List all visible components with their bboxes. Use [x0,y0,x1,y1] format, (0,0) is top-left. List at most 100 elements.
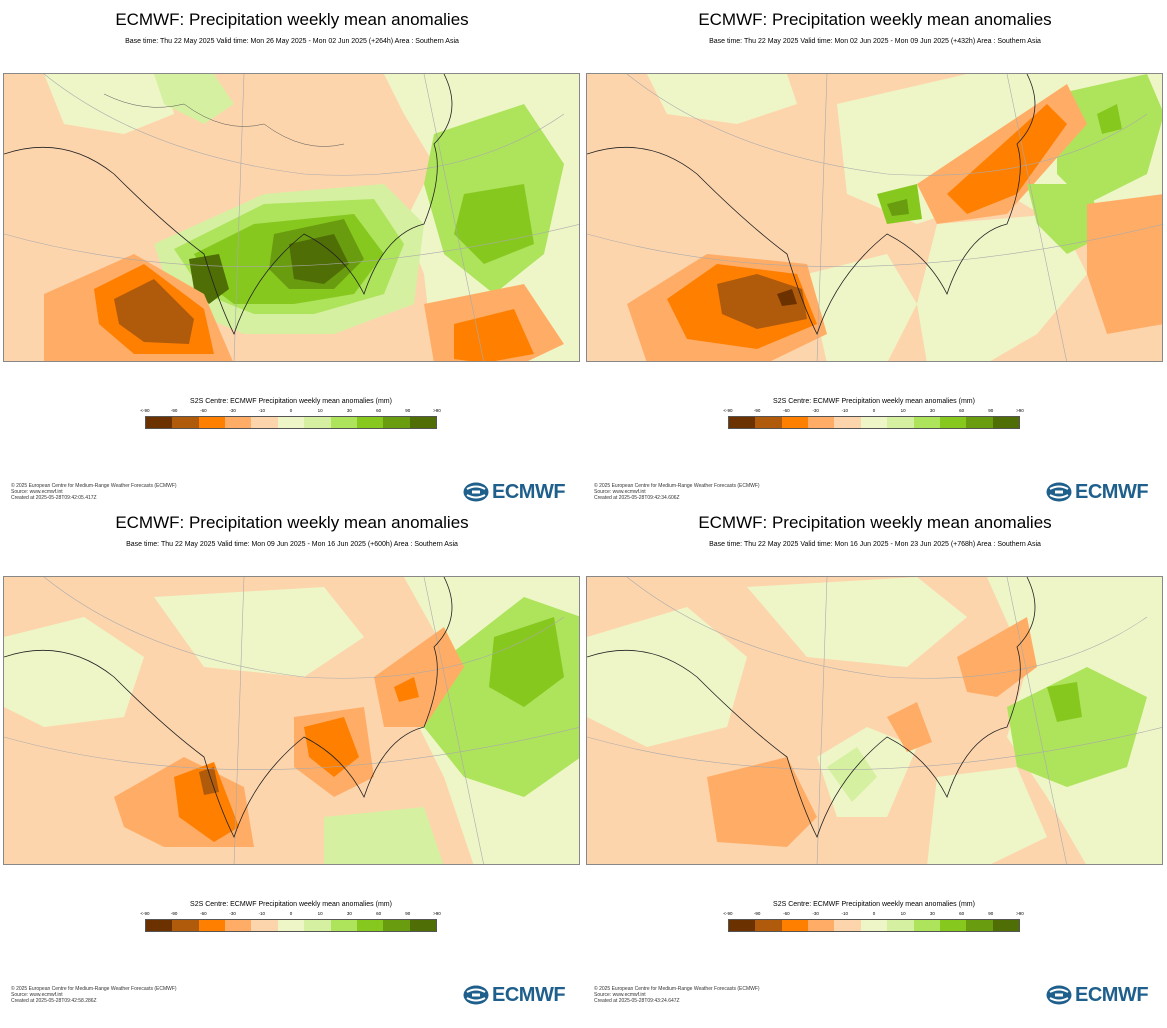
legend-colorbar [728,919,1020,932]
logo-text: ECMWF [1075,983,1149,1006]
legend-swatch-0 [146,920,173,931]
ecmwf-logo: ECMWF [463,480,566,503]
legend-title: S2S Centre: ECMWF Precipitation weekly m… [773,901,975,908]
legend-swatch-5 [277,920,305,931]
legend-swatch-8 [356,920,384,931]
legend-swatch-2 [781,417,809,428]
legend-swatch-0 [729,920,756,931]
legend-swatch-3 [225,417,252,428]
legend-tick: -90 [753,911,761,916]
footer-line: © 2025 European Centre for Medium-Range … [594,986,760,992]
legend-swatch-4 [834,920,861,931]
ecmwf-logo: ECMWF [463,984,566,1006]
legend-swatch-3 [808,417,835,428]
legend-colorbar [145,919,437,932]
legend-swatch-9 [966,920,993,931]
legend-tick: 90 [405,911,411,916]
legend-tick: -60 [783,408,790,413]
logo-text: ECMWF [492,480,566,503]
forecast-panel-2: ECMWF: Precipitation weekly mean anomali… [586,0,1166,503]
copyright-footer: © 2025 European Centre for Medium-Range … [594,986,760,1004]
legend-tick: >90 [433,911,441,916]
legend-swatch-1 [755,417,782,428]
legend-title: S2S Centre: ECMWF Precipitation weekly m… [190,901,392,908]
legend-tick: 60 [376,911,382,916]
legend-tick: 30 [346,408,352,413]
footer-line: Created at 2025-05-28T09:42:34.606Z [594,495,680,501]
legend-swatch-6 [887,417,914,428]
legend-swatch-2 [781,920,809,931]
forecast-panel-1: ECMWF: Precipitation weekly mean anomali… [3,0,583,503]
legend-swatch-10 [409,417,436,428]
anomaly-map [586,73,1163,362]
legend-swatch-10 [409,920,436,931]
panel-subtitle: Base time: Thu 22 May 2025 Valid time: M… [125,38,459,45]
ecmwf-logo-icon [1046,985,1072,1005]
legend-tick: 30 [929,408,935,413]
legend-swatch-7 [330,920,357,931]
legend-tick: <-90 [723,911,733,916]
legend-tick: 0 [872,408,876,413]
legend-title: S2S Centre: ECMWF Precipitation weekly m… [190,398,392,405]
forecast-panel-3: ECMWF: Precipitation weekly mean anomali… [3,503,583,1006]
panel-subtitle: Base time: Thu 22 May 2025 Valid time: M… [126,541,458,548]
panel-subtitle: Base time: Thu 22 May 2025 Valid time: M… [709,38,1041,45]
legend-tick: -60 [200,911,207,916]
logo-text: ECMWF [1075,480,1149,503]
footer-line: Created at 2025-05-28T09:43:24.647Z [594,998,680,1004]
panel-title: ECMWF: Precipitation weekly mean anomali… [115,10,469,29]
legend-tick: 0 [872,911,876,916]
footer-line: Source: www.ecmwf.int [11,489,63,495]
legend-tick: 60 [376,408,382,413]
legend-tick: 0 [289,408,293,413]
legend-swatch-6 [304,417,331,428]
legend-swatch-0 [729,417,756,428]
footer-line: Created at 2025-05-28T09:42:05.417Z [11,495,97,501]
legend-swatch-8 [939,920,967,931]
ecmwf-logo: ECMWF [1046,983,1149,1006]
panel-title: ECMWF: Precipitation weekly mean anomali… [115,513,469,532]
legend-swatch-5 [860,417,888,428]
legend-tick: >90 [1016,408,1024,413]
legend-tick: -30 [229,408,236,413]
legend-tick: 10 [317,911,323,916]
legend-swatch-2 [198,417,226,428]
legend-tick: 10 [900,408,906,413]
legend-tick: -30 [812,408,819,413]
copyright-footer: © 2025 European Centre for Medium-Range … [11,483,177,501]
forecast-panel-4: ECMWF: Precipitation weekly mean anomali… [586,503,1166,1006]
legend-tick: <-90 [140,911,150,916]
legend-tick: -10 [841,911,849,916]
legend-tick: -60 [783,911,790,916]
legend-tick: 30 [346,911,352,916]
legend-swatch-3 [808,920,835,931]
anomaly-map [3,576,580,865]
footer-line: Source: www.ecmwf.int [594,992,646,998]
legend-swatch-1 [172,417,199,428]
copyright-footer: © 2025 European Centre for Medium-Range … [594,483,760,501]
legend-colorbar [145,416,437,429]
panel-title: ECMWF: Precipitation weekly mean anomali… [698,513,1052,532]
legend-swatch-4 [834,417,861,428]
ecmwf-logo-icon [463,482,489,502]
legend-swatch-9 [966,417,993,428]
panel-subtitle: Base time: Thu 22 May 2025 Valid time: M… [709,541,1041,548]
footer-line: © 2025 European Centre for Medium-Range … [11,986,177,992]
anomaly-map [3,73,580,362]
footer-line: Created at 2025-05-28T09:42:58.286Z [11,998,97,1004]
legend-swatch-0 [146,417,173,428]
legend-tick: <-90 [723,408,733,413]
legend-tick: >90 [433,408,441,413]
legend-swatch-1 [172,920,199,931]
legend-tick: -90 [170,911,178,916]
legend-swatch-7 [913,417,940,428]
legend-swatch-10 [992,417,1019,428]
legend-tick: 10 [317,408,323,413]
legend-swatch-9 [383,920,410,931]
legend-tick: -30 [229,911,236,916]
legend-tick: 60 [959,408,965,413]
legend-swatch-8 [939,417,967,428]
legend-tick: -10 [841,408,849,413]
legend-tick: -90 [753,408,761,413]
legend-tick: 90 [405,408,411,413]
